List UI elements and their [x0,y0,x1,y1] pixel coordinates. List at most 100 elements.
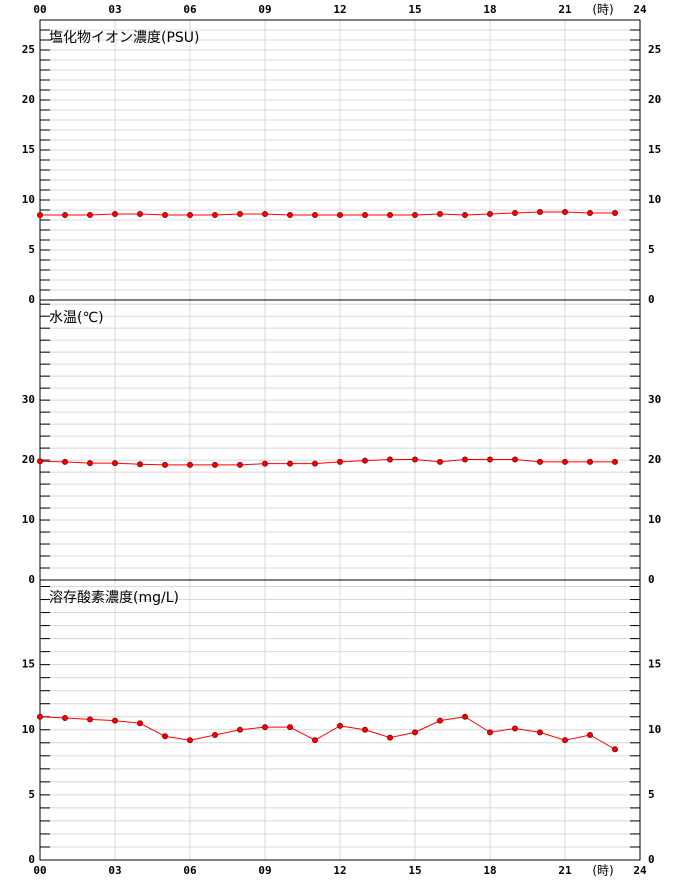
x-tick-label: 06 [183,864,197,877]
y-tick-label: 20 [22,453,35,466]
y-tick-label: 10 [22,723,35,736]
y-tick-label-right: 5 [648,788,655,801]
data-point [387,734,393,741]
y-tick-label-right: 20 [648,93,661,106]
x-tick-label: 18 [483,3,496,16]
panel-title: 塩化物イオン濃度(PSU) [49,30,200,46]
data-point [287,460,293,467]
data-point [462,713,468,720]
data-point [387,212,393,218]
data-point [37,713,43,720]
y-tick-label-right: 0 [648,293,655,306]
data-line [39,716,616,750]
data-point [537,209,543,215]
data-point [312,737,318,744]
data-point [187,212,193,218]
y-tick-label: 5 [28,243,35,256]
data-point [612,210,618,216]
data-point [487,456,493,463]
data-point [37,212,43,218]
x-tick-label: 03 [108,3,121,16]
x-tick-label: 18 [483,864,496,877]
data-point [512,210,518,216]
data-point [537,729,543,736]
y-tick-label: 0 [28,853,35,866]
data-point [87,212,93,218]
data-point [412,212,418,218]
data-point [62,212,68,218]
data-point [512,725,518,732]
data-point [137,720,143,727]
y-tick-label: 30 [22,393,35,406]
data-point [87,460,93,467]
data-point [587,210,593,216]
plot-frame [39,579,641,861]
data-point [337,212,343,218]
data-point [137,211,143,217]
y-tick-label-right: 10 [648,723,661,736]
y-tick-label: 20 [22,93,35,106]
data-point [187,461,193,468]
x-tick-label: 24 [633,864,647,877]
data-point [562,737,568,744]
y-tick-label: 15 [22,658,35,671]
y-tick-label-right: 5 [648,243,655,256]
x-tick-label: 09 [258,864,271,877]
data-point [362,726,368,733]
data-point [112,211,118,217]
data-line [39,458,615,466]
data-point [287,724,293,731]
y-tick-label: 10 [22,193,35,206]
x-tick-label: 06 [183,3,197,16]
y-tick-label-right: 15 [648,143,661,156]
data-point [237,726,243,733]
data-point [312,460,318,467]
x-tick-label: 09 [258,3,271,16]
x-tick-label: 15 [408,864,421,877]
data-point [262,724,268,731]
data-point [562,209,568,215]
y-tick-label-right: 10 [648,193,661,206]
data-point [462,456,468,463]
x-tick-label: 00 [33,3,46,16]
data-point [212,212,218,218]
y-tick-label-right: 25 [648,43,661,56]
data-point [112,717,118,724]
data-point [587,731,593,738]
data-point [387,456,393,463]
data-point [337,722,343,729]
data-point [312,212,318,218]
data-point [262,211,268,217]
data-point [562,458,568,465]
y-tick-label: 25 [22,43,35,56]
data-point [412,456,418,463]
data-point [362,212,368,218]
x-axis-label: (時) [592,3,613,17]
data-point [162,733,168,740]
y-tick-label-right: 15 [648,658,661,671]
data-point [437,458,443,465]
data-point [212,731,218,738]
x-tick-label: 12 [333,3,346,16]
data-point [612,458,618,465]
y-tick-label: 0 [28,573,35,586]
x-tick-label: 21 [558,864,572,877]
data-point [37,458,43,465]
x-tick-label: 03 [108,864,121,877]
data-point [512,456,518,463]
x-axis-label: (時) [592,864,613,878]
data-point [437,717,443,724]
y-tick-label: 15 [22,143,35,156]
data-point [487,729,493,736]
data-point [462,212,468,218]
panel-title: 溶存酸素濃度(mg/L) [49,590,179,606]
x-tick-label: 24 [633,3,647,16]
data-point [412,729,418,736]
data-point [612,746,618,753]
y-tick-label-right: 0 [648,573,655,586]
data-point [62,458,68,465]
data-point [137,461,143,468]
data-point [187,737,193,744]
data-point [112,460,118,467]
y-tick-label-right: 30 [648,393,661,406]
